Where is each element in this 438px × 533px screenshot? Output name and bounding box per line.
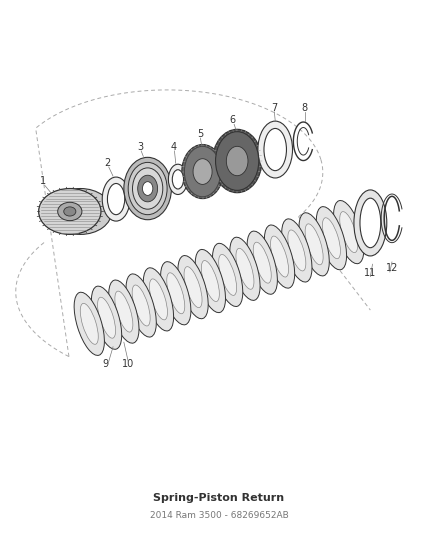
Ellipse shape <box>184 266 202 308</box>
Text: 7: 7 <box>271 102 277 112</box>
Ellipse shape <box>168 164 187 195</box>
Ellipse shape <box>184 147 221 197</box>
Ellipse shape <box>80 303 98 344</box>
Ellipse shape <box>58 203 82 221</box>
Ellipse shape <box>39 189 101 235</box>
Ellipse shape <box>247 231 277 294</box>
Ellipse shape <box>334 200 364 264</box>
Text: 6: 6 <box>230 115 236 125</box>
Ellipse shape <box>212 244 243 306</box>
Ellipse shape <box>149 279 167 320</box>
Ellipse shape <box>360 198 381 248</box>
Ellipse shape <box>219 254 237 295</box>
Text: 8: 8 <box>301 102 307 112</box>
Ellipse shape <box>128 163 167 215</box>
Text: 2: 2 <box>104 158 111 167</box>
Ellipse shape <box>138 175 158 202</box>
Ellipse shape <box>215 132 259 190</box>
Ellipse shape <box>288 230 306 271</box>
Ellipse shape <box>107 183 125 215</box>
Ellipse shape <box>195 249 226 313</box>
Ellipse shape <box>161 262 191 325</box>
Ellipse shape <box>109 280 139 343</box>
Ellipse shape <box>182 144 223 199</box>
Text: 1: 1 <box>39 176 46 186</box>
Ellipse shape <box>236 248 254 289</box>
Ellipse shape <box>282 219 312 282</box>
Ellipse shape <box>172 169 184 189</box>
Text: 12: 12 <box>385 263 398 273</box>
Text: 9: 9 <box>102 359 108 369</box>
Ellipse shape <box>178 255 208 319</box>
Ellipse shape <box>98 297 116 338</box>
Ellipse shape <box>124 157 171 220</box>
Ellipse shape <box>258 121 293 178</box>
Ellipse shape <box>102 177 130 221</box>
Ellipse shape <box>299 213 329 276</box>
Ellipse shape <box>322 218 340 259</box>
Ellipse shape <box>340 212 358 253</box>
Ellipse shape <box>212 130 262 192</box>
Ellipse shape <box>230 237 260 301</box>
Ellipse shape <box>253 242 271 283</box>
Ellipse shape <box>133 168 163 209</box>
Text: 10: 10 <box>122 359 134 369</box>
Ellipse shape <box>264 128 286 171</box>
Ellipse shape <box>354 190 387 256</box>
Text: 4: 4 <box>170 142 176 151</box>
Ellipse shape <box>115 291 133 332</box>
Ellipse shape <box>132 285 150 326</box>
Text: 5: 5 <box>198 128 204 139</box>
Ellipse shape <box>305 224 323 265</box>
Ellipse shape <box>126 274 156 337</box>
Ellipse shape <box>316 207 346 270</box>
Ellipse shape <box>64 207 76 216</box>
Ellipse shape <box>49 189 112 235</box>
Ellipse shape <box>142 182 153 196</box>
Ellipse shape <box>92 286 122 349</box>
Ellipse shape <box>201 261 219 302</box>
Ellipse shape <box>226 147 248 176</box>
Ellipse shape <box>265 225 295 288</box>
Ellipse shape <box>193 159 212 184</box>
Text: Spring-Piston Return: Spring-Piston Return <box>153 493 285 503</box>
Text: 11: 11 <box>364 268 376 278</box>
Text: 2014 Ram 3500 - 68269652AB: 2014 Ram 3500 - 68269652AB <box>150 511 288 520</box>
Ellipse shape <box>167 273 185 314</box>
Ellipse shape <box>143 268 173 331</box>
Text: 3: 3 <box>137 142 143 151</box>
Ellipse shape <box>74 292 104 356</box>
Ellipse shape <box>271 236 289 277</box>
